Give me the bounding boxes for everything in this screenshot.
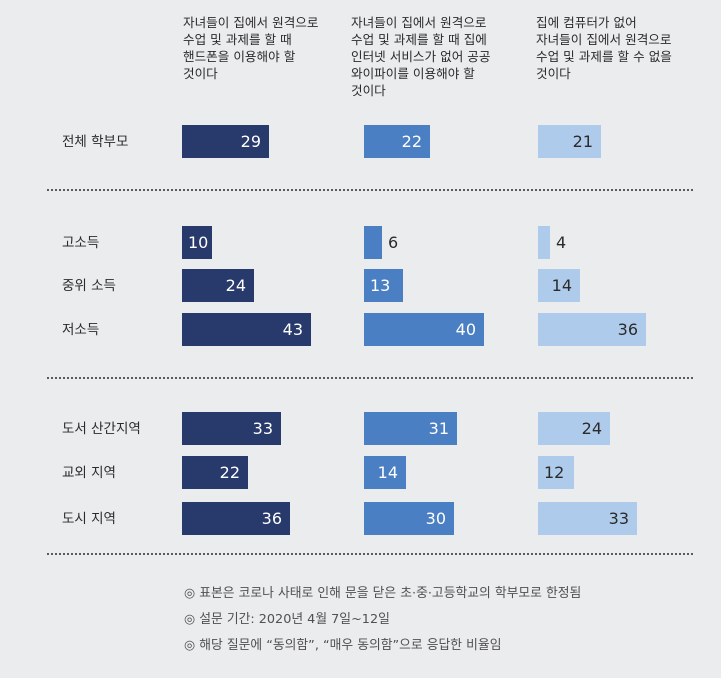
bar-value-label: 29 bbox=[240, 132, 261, 151]
bar-value-label: 33 bbox=[608, 509, 629, 528]
category-label: 도서 산간지역 bbox=[62, 420, 141, 437]
bar: 14 bbox=[364, 456, 406, 489]
bar-value-label: 6 bbox=[388, 233, 399, 252]
group-divider bbox=[47, 553, 693, 555]
bar-value-label: 24 bbox=[581, 419, 602, 438]
bar-value-label: 40 bbox=[455, 320, 476, 339]
bar: 14 bbox=[538, 269, 580, 302]
category-label: 고소득 bbox=[62, 234, 100, 251]
bar: 31 bbox=[364, 412, 457, 445]
category-label: 저소득 bbox=[62, 321, 100, 338]
footnote-definition: ◎ 해당 질문에 “동의함”, “매우 동의함”으로 응답한 비율임 bbox=[184, 638, 502, 653]
category-label: 도시 지역 bbox=[62, 510, 116, 527]
series-header-line: 것이다 bbox=[536, 66, 571, 81]
footnote-period: ◎ 설문 기간: 2020년 4월 7일~12일 bbox=[184, 612, 390, 627]
series-header-line: 수업 및 과제를 할 수 없을 bbox=[536, 49, 672, 64]
series-header-line: 자녀들이 집에서 원격으로 bbox=[536, 32, 672, 47]
group-divider bbox=[47, 377, 693, 379]
bar-value-label: 13 bbox=[370, 276, 391, 295]
bar: 36 bbox=[182, 502, 290, 535]
bar: 40 bbox=[364, 313, 484, 346]
series-header-line: 수업 및 과제를 할 때 bbox=[183, 32, 292, 47]
bar-value-label: 12 bbox=[544, 463, 565, 482]
series-header-line: 자녀들이 집에서 원격으로 bbox=[351, 15, 487, 30]
series-header-line: 와이파이를 이용해야 할 bbox=[351, 66, 475, 81]
bar: 30 bbox=[364, 502, 454, 535]
bar-value-label: 36 bbox=[617, 320, 638, 339]
series-header-line: 집에 컴퓨터가 없어 bbox=[536, 15, 637, 30]
bar: 10 bbox=[182, 226, 212, 259]
bar: 4 bbox=[538, 226, 566, 259]
bar: 12 bbox=[538, 456, 574, 489]
bar: 29 bbox=[182, 125, 269, 158]
bar: 22 bbox=[364, 125, 430, 158]
series-header-line: 수업 및 과제를 할 때 집에 bbox=[351, 32, 487, 47]
group-divider bbox=[47, 189, 693, 191]
bar: 6 bbox=[364, 226, 398, 259]
bar: 22 bbox=[182, 456, 248, 489]
bar: 33 bbox=[182, 412, 281, 445]
bar: 13 bbox=[364, 269, 403, 302]
series-header-line: 것이다 bbox=[351, 83, 386, 98]
series-header-line: 자녀들이 집에서 원격으로 bbox=[183, 15, 319, 30]
bar-value-label: 24 bbox=[225, 276, 246, 295]
category-label: 교외 지역 bbox=[62, 464, 116, 481]
series-header-line: 핸드폰을 이용해야 할 bbox=[183, 49, 296, 64]
bar: 24 bbox=[538, 412, 610, 445]
bar-value-label: 33 bbox=[252, 419, 273, 438]
bar-value-label: 4 bbox=[556, 233, 567, 252]
bar: 36 bbox=[538, 313, 646, 346]
bar-value-label: 10 bbox=[188, 233, 209, 252]
series-header-line: 것이다 bbox=[183, 66, 218, 81]
bar-value-label: 21 bbox=[572, 132, 593, 151]
category-label: 중위 소득 bbox=[62, 277, 116, 294]
bar-value-label: 30 bbox=[425, 509, 446, 528]
bar-value-label: 14 bbox=[377, 463, 398, 482]
bar: 33 bbox=[538, 502, 637, 535]
bar-value-label: 22 bbox=[219, 463, 240, 482]
bar: 24 bbox=[182, 269, 254, 302]
bar-value-label: 43 bbox=[282, 320, 303, 339]
series-header-line: 인터넷 서비스가 없어 공공 bbox=[351, 49, 491, 64]
bar-value-label: 36 bbox=[261, 509, 282, 528]
bar-value-label: 14 bbox=[551, 276, 572, 295]
bar: 43 bbox=[182, 313, 311, 346]
bar-value-label: 22 bbox=[401, 132, 422, 151]
footnote-sample: ◎ 표본은 코로나 사태로 인해 문을 닫은 초·중·고등학교의 학부모로 한정… bbox=[184, 586, 582, 601]
bar: 21 bbox=[538, 125, 601, 158]
bar-value-label: 31 bbox=[428, 419, 449, 438]
category-label: 전체 학부모 bbox=[62, 133, 129, 150]
